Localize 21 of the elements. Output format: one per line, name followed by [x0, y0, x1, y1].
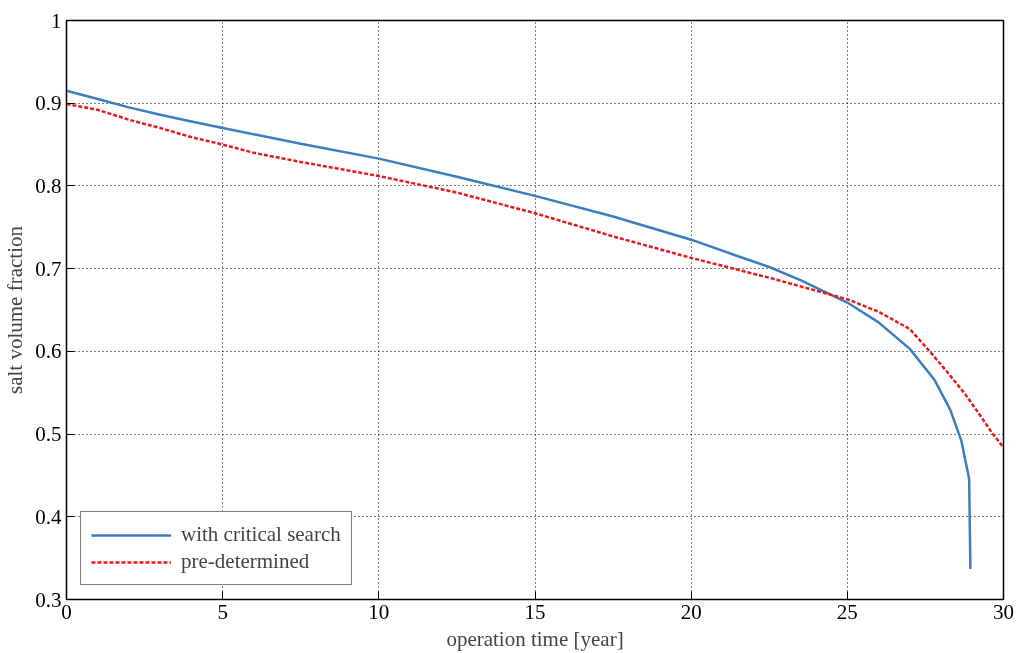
y-tick-label: 0.3	[35, 587, 62, 612]
y-tick-label: 0.8	[35, 173, 62, 198]
y-tick-label: 0.7	[35, 256, 62, 281]
x-tick-label: 15	[524, 599, 546, 624]
x-tick-label: 5	[217, 599, 228, 624]
x-tick-label: 10	[368, 599, 390, 624]
y-tick-label: 0.5	[35, 422, 62, 447]
y-tick-label: 1	[51, 8, 62, 33]
line-series	[66, 102, 1004, 449]
legend-label: with critical search	[181, 522, 341, 547]
legend-label: pre-determined	[181, 549, 310, 574]
x-tick-label: 25	[836, 599, 858, 624]
x-tick-label: 30	[993, 599, 1014, 624]
y-axis-title: salt volume fraction	[3, 225, 28, 394]
y-tick-label: 0.6	[35, 339, 62, 364]
line-series	[66, 89, 972, 571]
x-tick-label: 20	[680, 599, 702, 624]
x-axis-title: operation time [year]	[446, 626, 624, 651]
y-tick-label: 0.4	[35, 504, 62, 529]
y-tick-label: 0.9	[35, 91, 62, 116]
x-tick-label: 0	[61, 599, 72, 624]
